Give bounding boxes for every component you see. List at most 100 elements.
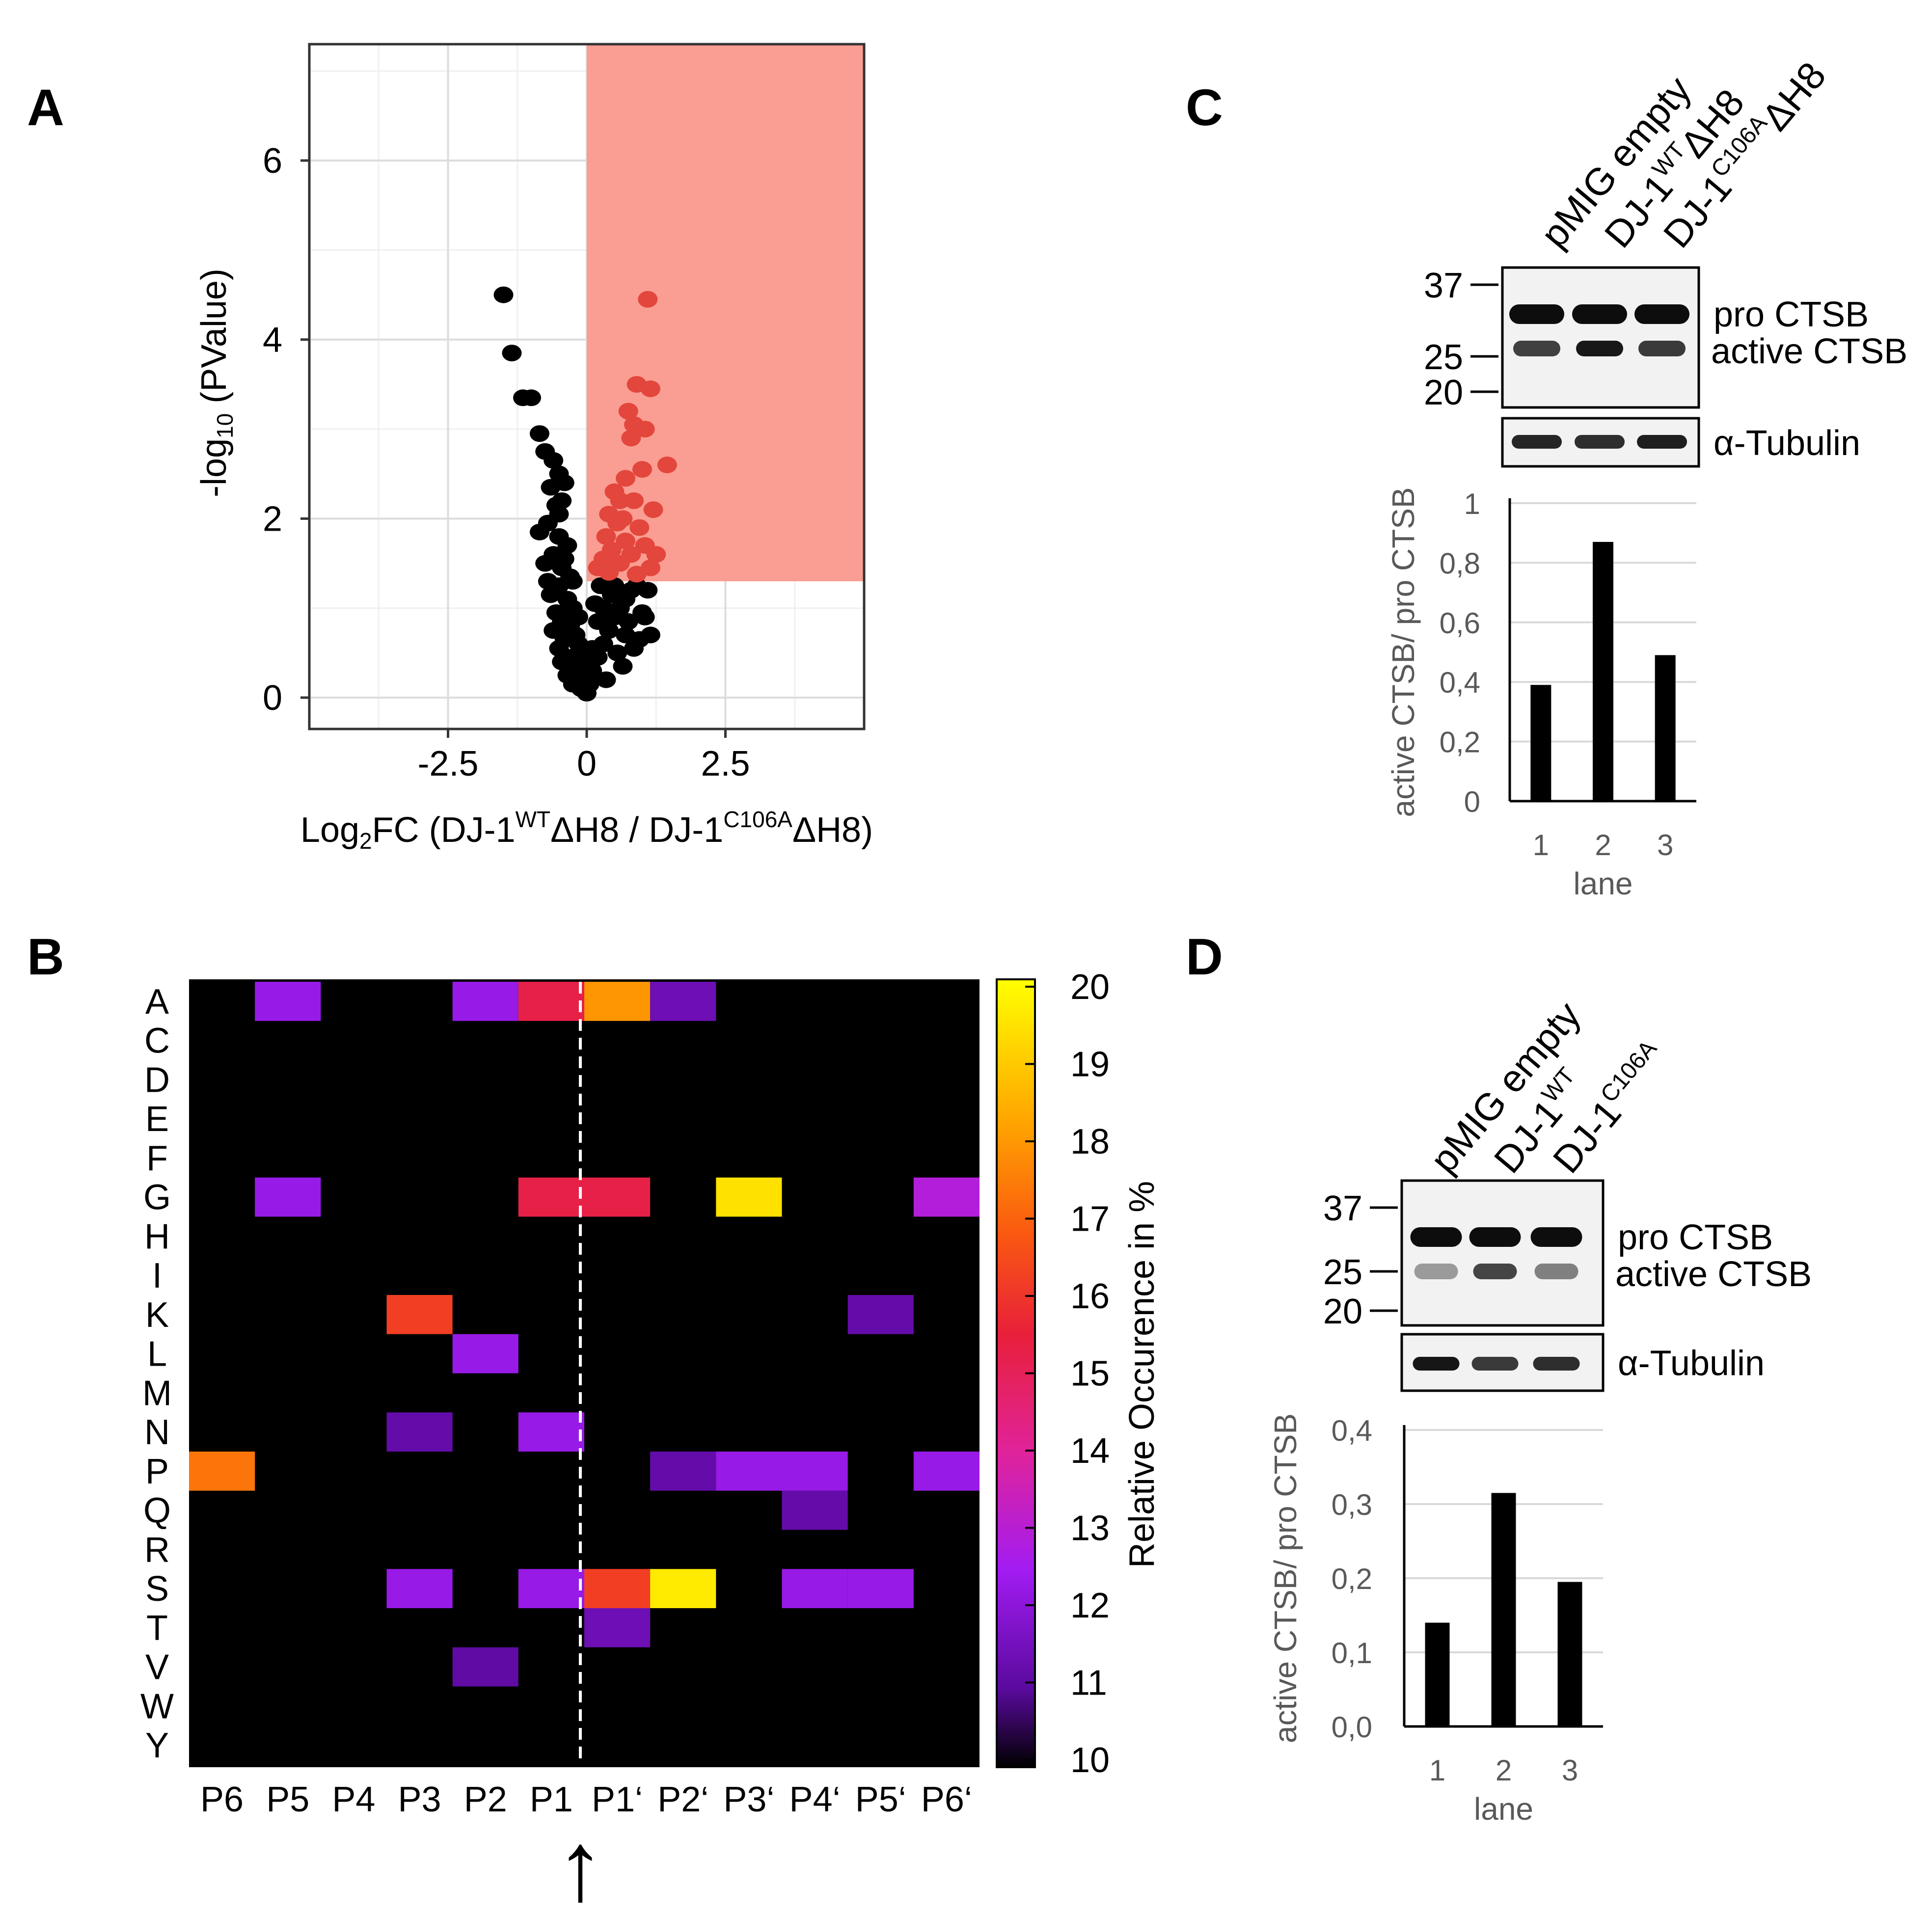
heatmap-row-label: T bbox=[146, 1609, 168, 1648]
heatmap-row-label: E bbox=[145, 1100, 169, 1139]
tubulin-band bbox=[1533, 1357, 1580, 1371]
heatmap-row-label: F bbox=[146, 1139, 168, 1178]
bar-x-axis-title: lane bbox=[1574, 866, 1633, 901]
colorbar-tick-label: 16 bbox=[1070, 1277, 1110, 1316]
data-point bbox=[596, 671, 616, 688]
heatmap-cell bbox=[913, 1177, 980, 1217]
heatmap-cell bbox=[650, 1569, 716, 1608]
volcano-points bbox=[493, 286, 677, 702]
active-ctsb-band bbox=[1576, 341, 1623, 356]
heatmap-cell bbox=[255, 982, 321, 1021]
heatmap-column-labels: P6 P5 P4 P3 P2 P1 P1‘ P2‘ P3‘ P4‘ P5‘ P6‘ bbox=[200, 1780, 972, 1819]
data-point bbox=[554, 550, 574, 567]
pro-ctsb-band bbox=[1634, 304, 1689, 324]
bar-y-tick-label: 0 bbox=[1464, 785, 1480, 818]
heatmap-cell bbox=[584, 1569, 651, 1608]
pro-ctsb-label: pro CTSB bbox=[1618, 1218, 1773, 1257]
bar bbox=[1655, 655, 1676, 801]
bar-y-tick-label: 0,2 bbox=[1440, 726, 1480, 759]
y-tick-label: 6 bbox=[263, 141, 282, 181]
heatmap-cells bbox=[189, 982, 980, 1687]
significance-region bbox=[587, 44, 864, 582]
data-point bbox=[535, 443, 555, 460]
data-point bbox=[502, 345, 522, 362]
pro-ctsb-band bbox=[1530, 1227, 1582, 1247]
bar-x-tick-label: 2 bbox=[1595, 829, 1611, 862]
data-point bbox=[569, 609, 589, 626]
colorbar-tick-label: 13 bbox=[1070, 1509, 1110, 1548]
bar-y-tick-label: 0,4 bbox=[1332, 1414, 1372, 1447]
bar bbox=[1425, 1622, 1450, 1726]
heatmap-cell bbox=[518, 982, 584, 1021]
heatmap-cell bbox=[452, 1334, 518, 1374]
heatmap-cell bbox=[584, 1608, 651, 1647]
heatmap-cell bbox=[255, 1177, 321, 1217]
significant-point bbox=[616, 533, 636, 550]
heatmap-cell bbox=[782, 1452, 848, 1491]
bar-y-tick-label: 0,2 bbox=[1332, 1563, 1372, 1595]
data-point bbox=[582, 662, 602, 679]
heatmap-cell bbox=[650, 1452, 716, 1491]
x-tick-label: 0 bbox=[577, 744, 597, 783]
data-point bbox=[607, 645, 627, 661]
colorbar-tick-label: 20 bbox=[1070, 968, 1110, 1007]
lane-label: DJ-1C106A bbox=[1544, 1035, 1676, 1181]
data-point bbox=[529, 425, 549, 442]
bar-x-axis-title: lane bbox=[1474, 1791, 1533, 1827]
data-point bbox=[535, 555, 555, 572]
data-point bbox=[635, 609, 655, 626]
bar bbox=[1491, 1493, 1516, 1726]
heatmap-column-label: P5 bbox=[266, 1780, 309, 1819]
heatmap-cell bbox=[847, 1295, 914, 1334]
significant-point bbox=[618, 403, 638, 420]
colorbar-tick-label: 11 bbox=[1070, 1664, 1107, 1703]
data-point bbox=[557, 537, 577, 554]
data-point bbox=[588, 613, 608, 630]
panel-d-label: D bbox=[1186, 928, 1223, 986]
significant-point bbox=[657, 457, 677, 474]
data-point bbox=[604, 577, 625, 594]
heatmap-cell bbox=[386, 1569, 453, 1608]
bar-y-axis-title: active CTSB/ pro CTSB bbox=[1268, 1413, 1303, 1743]
data-point bbox=[640, 626, 660, 644]
volcano-axis-ticks: -2.5 0 2.5 0 2 4 6 bbox=[263, 141, 750, 783]
cleavage-arrow-icon: ↑ bbox=[556, 1811, 605, 1913]
colorbar-tick-label: 15 bbox=[1070, 1354, 1110, 1394]
heatmap-column-label: P2 bbox=[464, 1780, 507, 1819]
heatmap-row-label: S bbox=[145, 1569, 169, 1609]
bar-y-tick-label: 0,1 bbox=[1332, 1637, 1372, 1670]
bar-y-tick-label: 0,8 bbox=[1440, 547, 1480, 580]
heatmap-row-label: Q bbox=[143, 1491, 171, 1531]
data-point bbox=[538, 573, 558, 590]
heatmap-column-label: P1 bbox=[530, 1780, 573, 1819]
heatmap-row-label: N bbox=[144, 1413, 170, 1452]
data-point bbox=[593, 599, 613, 617]
y-tick-label: 2 bbox=[263, 499, 282, 539]
y-tick-label: 4 bbox=[263, 321, 282, 360]
bar-y-tick-label: 1 bbox=[1464, 487, 1480, 520]
data-point bbox=[574, 645, 594, 661]
data-point bbox=[554, 474, 574, 491]
bar-y-tick-label: 0,6 bbox=[1440, 607, 1480, 640]
heatmap-row-label: A bbox=[145, 982, 169, 1022]
bar bbox=[1530, 685, 1551, 801]
x-tick-label: -2.5 bbox=[417, 744, 478, 783]
heatmap-row-label: D bbox=[144, 1060, 170, 1100]
data-point bbox=[529, 523, 549, 540]
heatmap-row-label: W bbox=[140, 1687, 174, 1726]
heatmap-row-label: R bbox=[144, 1530, 170, 1569]
heatmap-cell bbox=[584, 1177, 651, 1217]
pro-ctsb-label: pro CTSB bbox=[1714, 295, 1869, 334]
volcano-y-axis-title: -log10 (PValue) bbox=[194, 269, 238, 497]
data-point bbox=[552, 653, 572, 671]
tubulin-band bbox=[1413, 1357, 1460, 1371]
panel-c-label: C bbox=[1186, 79, 1223, 136]
colorbar-ticks: 10 11 12 13 14 15 16 17 18 19 20 bbox=[1025, 968, 1110, 1780]
tubulin-label: α-Tubulin bbox=[1714, 424, 1860, 463]
heatmap-cell bbox=[386, 1412, 453, 1452]
